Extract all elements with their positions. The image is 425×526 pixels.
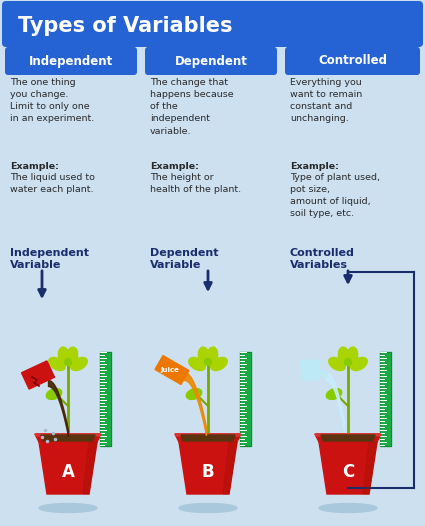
Text: Types of Variables: Types of Variables — [18, 16, 232, 36]
Ellipse shape — [345, 359, 351, 366]
Polygon shape — [100, 352, 111, 446]
FancyBboxPatch shape — [285, 47, 420, 75]
Text: Controlled
Variables: Controlled Variables — [290, 248, 355, 270]
Polygon shape — [316, 368, 328, 378]
Polygon shape — [35, 434, 101, 436]
Text: B: B — [202, 463, 214, 481]
Ellipse shape — [186, 389, 202, 399]
Polygon shape — [155, 356, 189, 385]
Ellipse shape — [207, 347, 218, 365]
Text: Controlled: Controlled — [318, 55, 387, 67]
Text: The one thing
you change.
Limit to only one
in an experiment.: The one thing you change. Limit to only … — [10, 78, 94, 124]
Ellipse shape — [65, 359, 71, 366]
Polygon shape — [315, 434, 381, 436]
Ellipse shape — [49, 358, 65, 370]
Polygon shape — [35, 434, 101, 442]
Polygon shape — [363, 442, 377, 494]
Polygon shape — [319, 442, 377, 494]
Ellipse shape — [319, 503, 377, 512]
Polygon shape — [22, 361, 54, 389]
Polygon shape — [300, 360, 320, 380]
Ellipse shape — [39, 503, 97, 512]
Ellipse shape — [346, 347, 357, 365]
Polygon shape — [41, 435, 95, 441]
Ellipse shape — [326, 389, 342, 399]
Text: Independent
Variable: Independent Variable — [10, 248, 89, 270]
Text: Example:: Example: — [150, 162, 199, 171]
Ellipse shape — [338, 347, 350, 365]
Text: Example:: Example: — [290, 162, 339, 171]
Text: Example:: Example: — [10, 162, 59, 171]
Polygon shape — [315, 434, 381, 442]
Text: The change that
happens because
of the
independent
variable.: The change that happens because of the i… — [150, 78, 234, 136]
Polygon shape — [39, 442, 97, 494]
Text: A: A — [62, 463, 74, 481]
Ellipse shape — [329, 358, 345, 370]
Text: Independent: Independent — [29, 55, 113, 67]
Polygon shape — [223, 442, 237, 494]
Ellipse shape — [71, 358, 87, 370]
Ellipse shape — [211, 358, 227, 370]
FancyBboxPatch shape — [2, 1, 423, 47]
Ellipse shape — [189, 358, 205, 370]
Text: Dependent
Variable: Dependent Variable — [150, 248, 218, 270]
Ellipse shape — [198, 347, 210, 365]
Polygon shape — [175, 434, 241, 436]
Ellipse shape — [204, 359, 212, 366]
Polygon shape — [175, 434, 241, 442]
Polygon shape — [181, 435, 235, 441]
Ellipse shape — [351, 358, 367, 370]
Polygon shape — [321, 435, 375, 441]
Text: The height or
health of the plant.: The height or health of the plant. — [150, 173, 241, 194]
Ellipse shape — [58, 347, 70, 365]
Text: C: C — [342, 463, 354, 481]
Text: Dependent: Dependent — [175, 55, 247, 67]
Polygon shape — [380, 352, 391, 446]
Text: Juice: Juice — [161, 367, 179, 373]
Ellipse shape — [179, 503, 237, 512]
Polygon shape — [179, 442, 237, 494]
FancyBboxPatch shape — [5, 47, 137, 75]
FancyBboxPatch shape — [145, 47, 277, 75]
Ellipse shape — [66, 347, 78, 365]
Polygon shape — [83, 442, 97, 494]
Text: Type of plant used,
pot size,
amount of liquid,
soil type, etc.: Type of plant used, pot size, amount of … — [290, 173, 380, 218]
Ellipse shape — [46, 389, 62, 399]
Text: Everything you
want to remain
constant and
unchanging.: Everything you want to remain constant a… — [290, 78, 362, 124]
Text: The liquid used to
water each plant.: The liquid used to water each plant. — [10, 173, 95, 194]
Polygon shape — [240, 352, 251, 446]
